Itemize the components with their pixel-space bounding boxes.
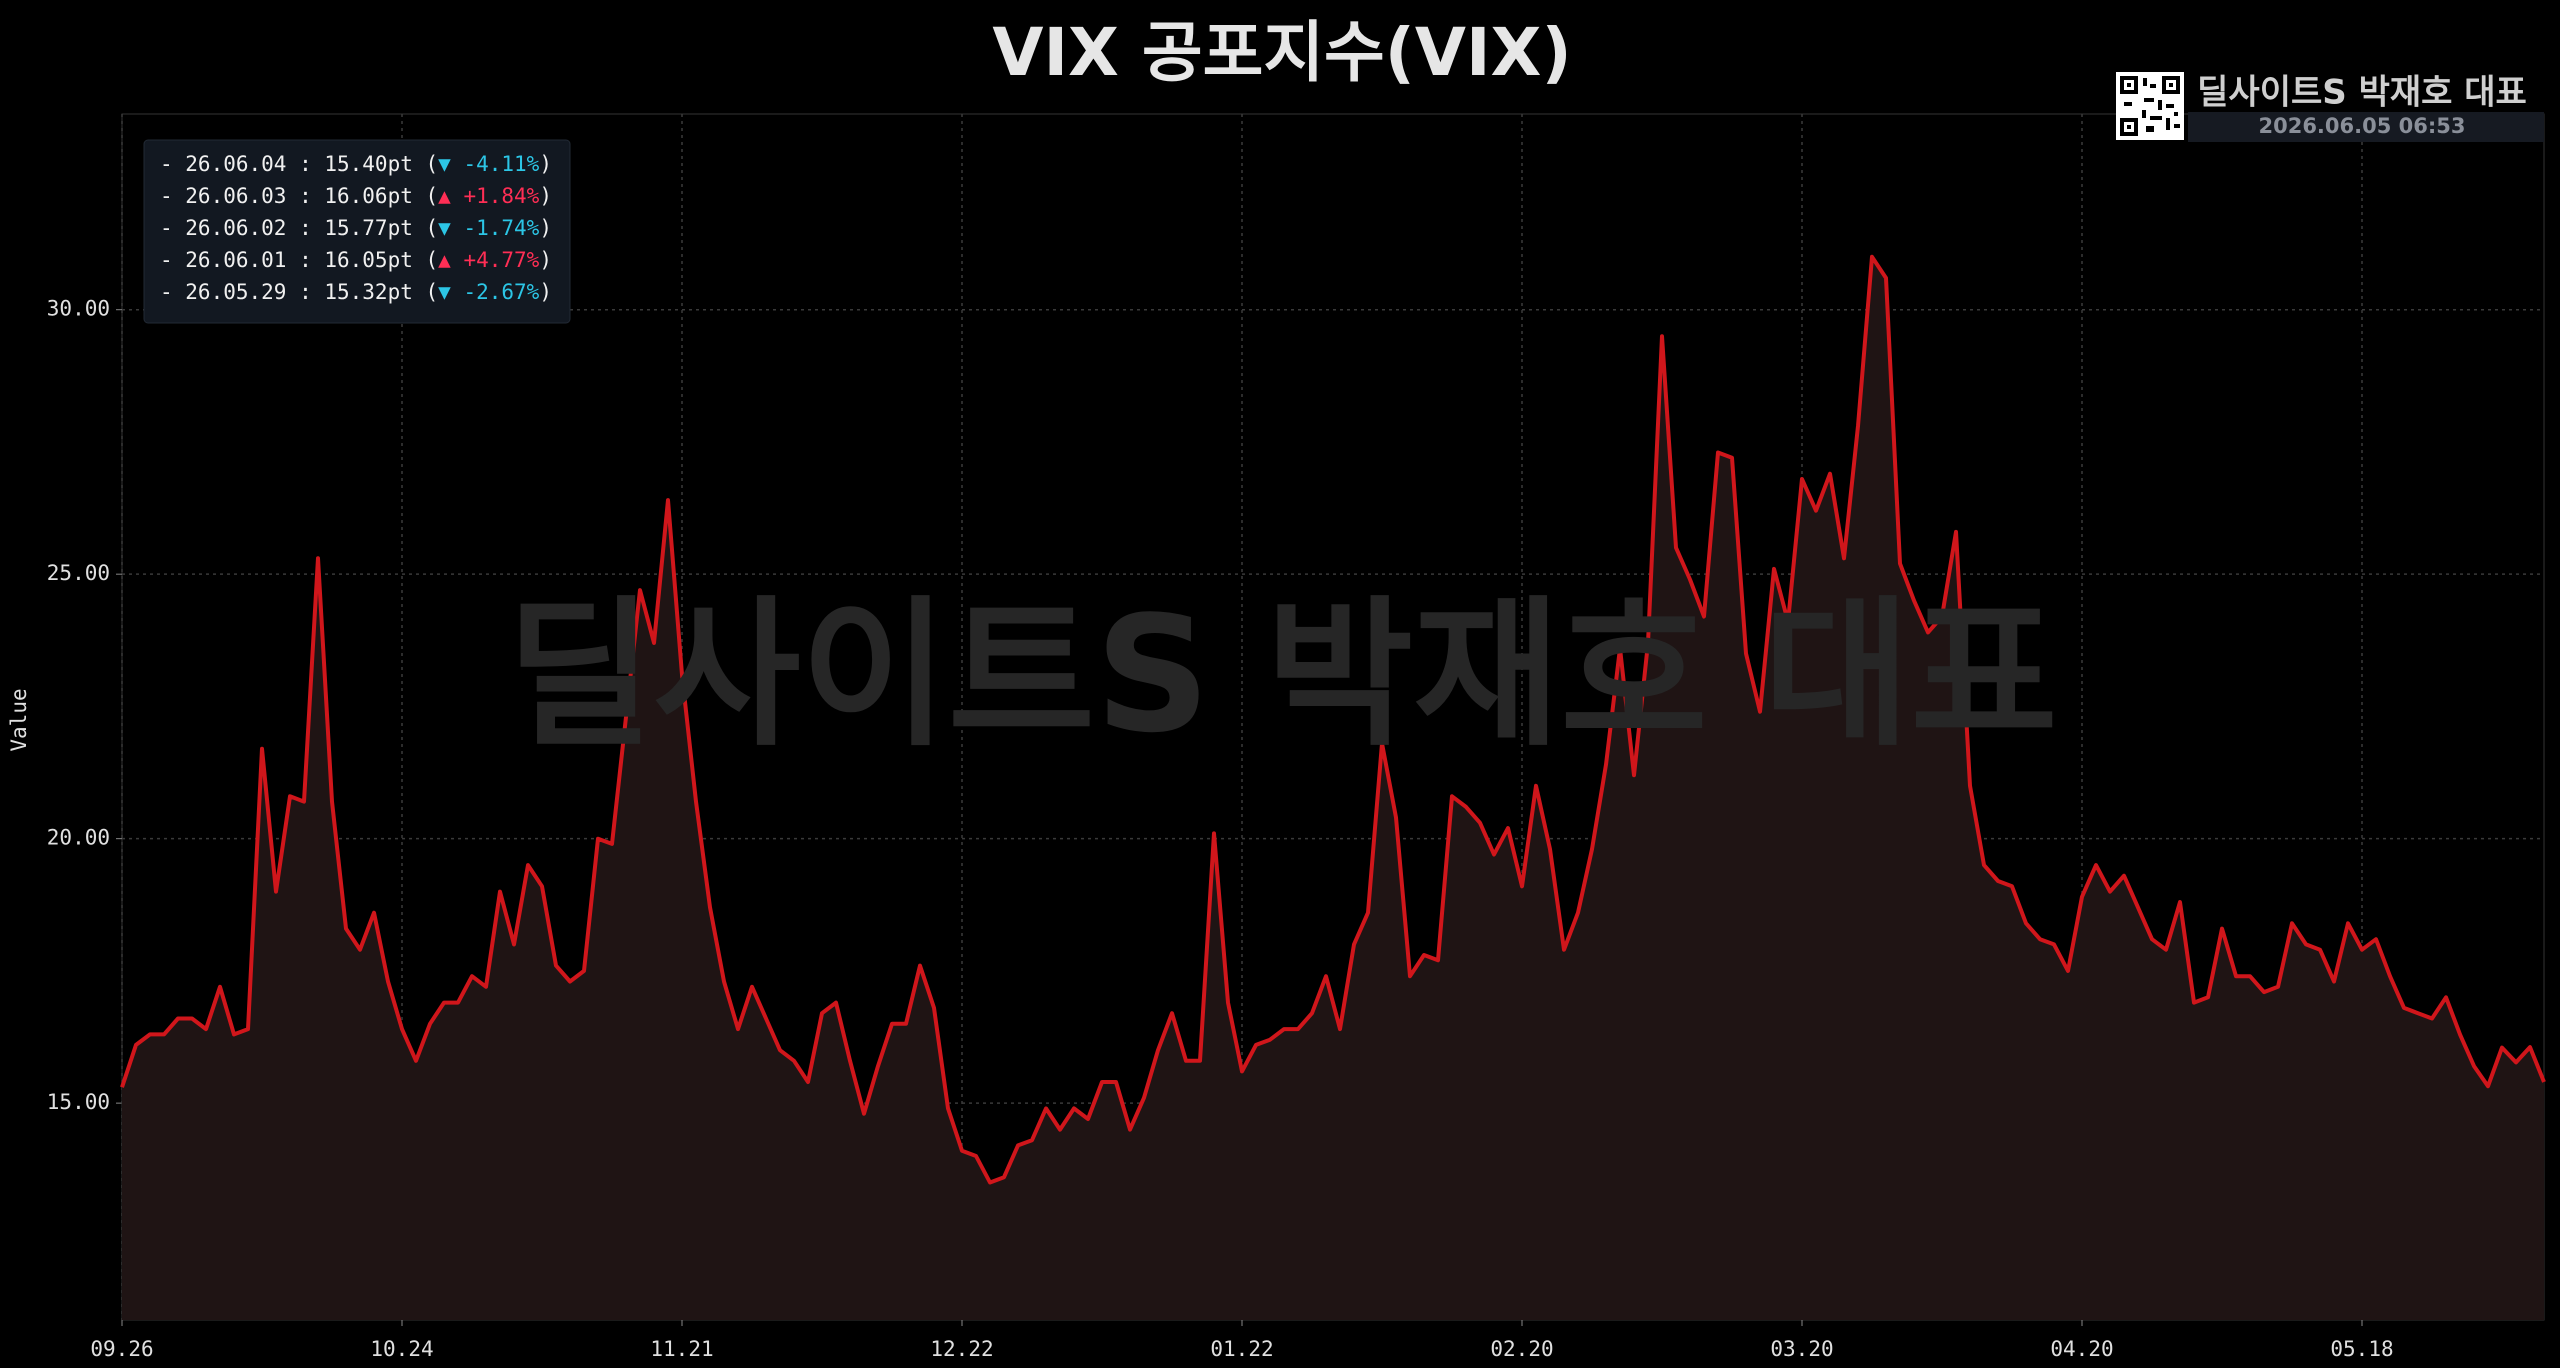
legend-text: ) [539,248,552,272]
legend-entry: - 26.06.03 : 16.06pt (▲ +1.84%) [160,184,552,208]
x-tick-label: 04.20 [2050,1337,2113,1361]
line [120,254,2546,1185]
x-tick-label: 09.26 [90,1337,153,1361]
logo: 딜사이트S 박재호 대표 2026.06.05 06:53 [2116,72,2544,142]
x-tick-label: 11.21 [650,1337,713,1361]
legend-text: - 26.06.03 : 16.06pt ( [160,184,438,208]
recent-legend: - 26.06.04 : 15.40pt (▼ -4.11%)- 26.06.0… [143,139,571,324]
y-tick-label: 25.00 [47,561,110,585]
watermark: 딜사이트S 박재호 대표 [506,581,2057,768]
x-tick-label: 10.24 [370,1337,433,1361]
timestamp: 2026.06.05 06:53 [2258,114,2465,138]
legend-text: - 26.06.01 : 16.05pt ( [160,248,438,272]
brand-name: 딜사이트S 박재호 대표 [2197,73,2527,113]
legend-entry: - 26.06.02 : 15.77pt (▼ -1.74%) [160,216,552,240]
legend-change: ▼ -1.74% [438,216,540,240]
legend-text: ) [539,184,552,208]
x-tick-label: 05.18 [2330,1337,2393,1361]
plot-area [116,113,2546,1326]
legend-change: ▲ +4.77% [438,248,540,272]
legend-entry: - 26.06.04 : 15.40pt (▼ -4.11%) [160,152,552,176]
legend-change: ▼ -4.11% [438,152,540,176]
area-fill [122,256,2544,1320]
legend-change: ▼ -2.67% [438,280,540,304]
legend-entry: - 26.06.01 : 16.05pt (▲ +4.77%) [160,248,552,272]
legend-change: ▲ +1.84% [438,184,540,208]
x-tick-label: 12.22 [930,1337,993,1361]
legend-text: ) [539,280,552,304]
legend-text: - 26.05.29 : 15.32pt ( [160,280,438,304]
legend-text: - 26.06.04 : 15.40pt ( [160,152,438,176]
legend-box [143,139,571,324]
chart-title: VIX 공포지수(VIX) [992,14,1571,91]
x-tick-label: 02.20 [1490,1337,1553,1361]
legend-entry: - 26.05.29 : 15.32pt (▼ -2.67%) [160,280,552,304]
x-tick-label: 03.20 [1770,1337,1833,1361]
timestamp-box [2188,112,2544,142]
y-tick-label: 20.00 [47,826,110,850]
qr-pattern [2120,76,2180,136]
y-axis-label: Value [7,688,31,751]
y-tick-label: 15.00 [47,1090,110,1114]
y-tick-label: 30.00 [47,297,110,321]
x-tick-label: 01.22 [1210,1337,1273,1361]
legend-text: - 26.06.02 : 15.77pt ( [160,216,438,240]
legend-text: ) [539,152,552,176]
legend-text: ) [539,216,552,240]
